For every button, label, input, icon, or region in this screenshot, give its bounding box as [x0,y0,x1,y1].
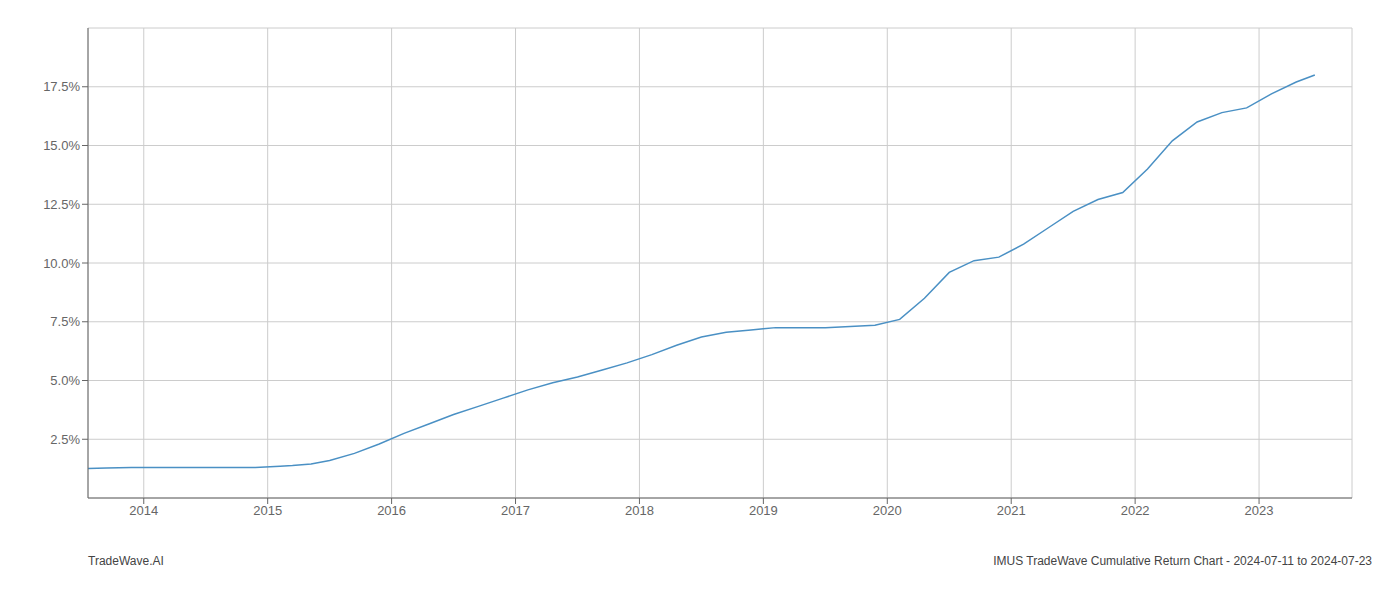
svg-text:17.5%: 17.5% [43,79,80,94]
svg-text:2018: 2018 [625,503,654,518]
svg-text:2.5%: 2.5% [50,432,80,447]
svg-text:2017: 2017 [501,503,530,518]
svg-text:2015: 2015 [253,503,282,518]
svg-text:12.5%: 12.5% [43,197,80,212]
html-text:TradeWave.AI: TradeWave.AI [88,554,164,568]
svg-text:2019: 2019 [749,503,778,518]
html-text:IMUS TradeWave Cumulative Retu: IMUS TradeWave Cumulative Return Chart -… [993,554,1372,568]
svg-text:2022: 2022 [1121,503,1150,518]
svg-text:15.0%: 15.0% [43,138,80,153]
svg-text:2021: 2021 [997,503,1026,518]
svg-text:2014: 2014 [129,503,158,518]
svg-text:2016: 2016 [377,503,406,518]
svg-text:2020: 2020 [873,503,902,518]
svg-text:7.5%: 7.5% [50,314,80,329]
svg-text:5.0%: 5.0% [50,373,80,388]
svg-text:10.0%: 10.0% [43,256,80,271]
svg-text:2023: 2023 [1245,503,1274,518]
